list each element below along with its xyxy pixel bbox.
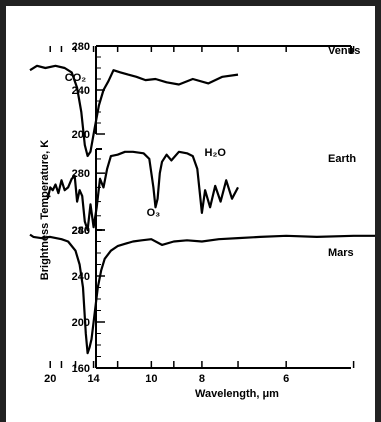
venus-series-label: Venus [328,45,360,57]
mars-spectrum-line [29,233,375,355]
earth-annotation: H₂O [205,147,227,159]
earth-annotation: O₃ [147,207,161,219]
earth-y-tick-label: 240 [72,225,90,237]
earth-series-label: Earth [328,153,356,165]
venus-y-tick-label: 200 [72,129,90,141]
earth-y-tick-label: 280 [72,168,90,180]
venus-y-tick-label: 280 [72,41,90,53]
x-axis-label: Wavelength, μm [195,388,279,400]
x-tick-label: 8 [199,373,205,385]
earth-spectrum-line [46,150,239,232]
x-tick-label: 20 [44,373,56,385]
mars-y-tick-label: 280 [72,225,90,237]
y-axis-label: Brightness Temperature, K [39,140,51,280]
mars-y-tick-label: 200 [72,317,90,329]
x-tick-label: 6 [283,373,289,385]
figure-panel: Brightness Temperature, K Wavelength, μm… [6,6,375,422]
mars-series-label: Mars [328,247,354,259]
x-tick-label: 10 [145,373,157,385]
brightness-temperature-chart: Brightness Temperature, K Wavelength, μm… [29,41,375,400]
venus-y-tick-label: 240 [72,85,90,97]
venus-annotation: CO₂ [65,72,87,84]
x-tick-label: 14 [87,373,100,385]
venus-spectrum-line [29,64,239,158]
